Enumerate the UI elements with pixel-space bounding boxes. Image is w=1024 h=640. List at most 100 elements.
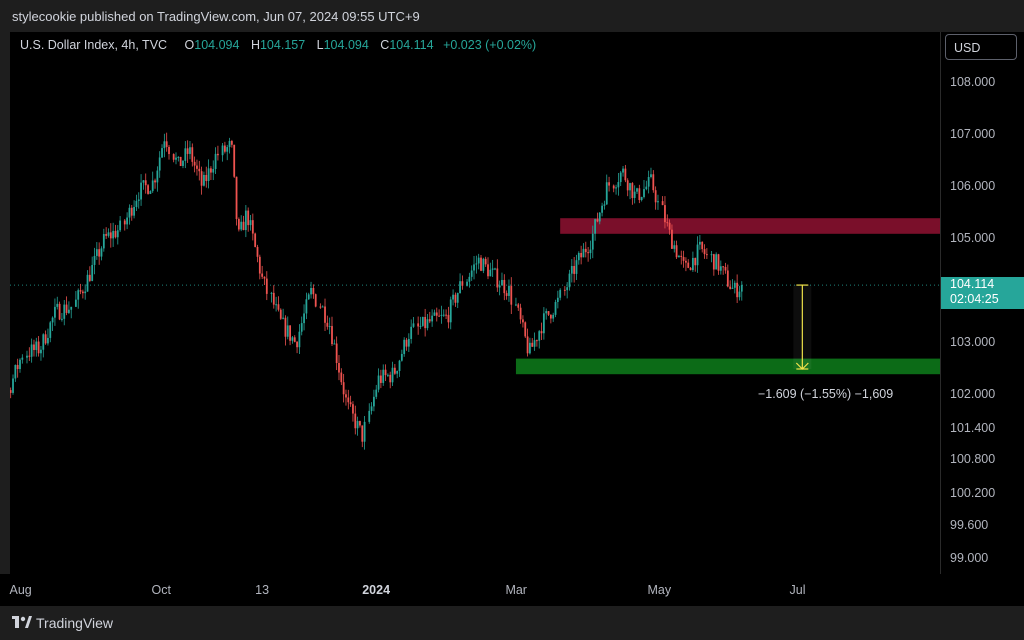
candle-body-197 [456, 293, 459, 303]
candle-body-172 [396, 370, 399, 374]
time-tick-label: 2024 [362, 583, 391, 597]
candle-body-150 [342, 382, 345, 395]
candle-body-201 [468, 276, 471, 282]
candle-body-187 [433, 312, 436, 316]
candle-body-134 [303, 313, 305, 324]
candle-body-100 [221, 145, 224, 156]
candle-body-43 [81, 291, 84, 294]
candle-body-91 [198, 168, 201, 172]
tradingview-brand[interactable]: TradingView [12, 615, 113, 631]
candle-body-296 [698, 241, 701, 245]
candle-body-114 [254, 233, 257, 247]
candle-body-36 [63, 304, 66, 319]
candle-body-96 [210, 168, 212, 173]
candle-body-175 [403, 339, 406, 354]
candle-body-306 [724, 267, 727, 271]
price-tick-label: 99.600 [950, 518, 989, 532]
candle-body-47 [91, 264, 94, 281]
candle-body-49 [95, 249, 98, 256]
candle-body-229 [535, 340, 538, 342]
candle-body-165 [379, 375, 382, 383]
candle-body-261 [615, 187, 617, 189]
price-tick-label: 99.000 [950, 551, 989, 565]
candle-body-181 [419, 325, 422, 327]
candle-body-279 [657, 201, 659, 203]
candle-body-190 [440, 314, 443, 316]
candle-body-83 [179, 156, 182, 166]
candle-body-98 [214, 153, 217, 169]
candle-body-265 [624, 168, 627, 181]
candle-body-184 [426, 319, 429, 329]
candle-body-276 [650, 174, 652, 177]
candle-body-21 [28, 355, 31, 357]
candle-body-283 [668, 222, 671, 230]
candle-body-158 [361, 425, 364, 442]
measure-label: −1.609 (−1.55%) −1,609 [758, 387, 894, 401]
candle-body-44 [84, 291, 87, 294]
price-tick-label: 100.200 [950, 486, 996, 500]
candle-body-293 [691, 257, 694, 271]
candle-body-116 [258, 256, 261, 274]
candle-body-244 [573, 266, 576, 274]
candle-body-68 [142, 180, 145, 183]
candle-body-154 [352, 404, 354, 414]
candle-body-103 [228, 141, 231, 148]
candle-body-131 [296, 341, 298, 348]
candle-body-166 [382, 369, 385, 383]
candle-body-135 [305, 299, 308, 314]
candle-body-208 [484, 258, 487, 265]
candle-body-23 [33, 344, 35, 351]
candle-body-312 [738, 291, 741, 298]
candles-group [10, 132, 743, 450]
candle-body-50 [98, 249, 101, 257]
candle-body-20 [26, 355, 28, 358]
candle-body-207 [482, 258, 485, 271]
candle-body-64 [133, 206, 135, 216]
candle-body-106 [235, 176, 238, 220]
candle-body-60 [123, 220, 126, 225]
candle-body-233 [545, 311, 548, 314]
candle-body-195 [452, 294, 454, 300]
candle-body-93 [203, 174, 205, 186]
candle-body-303 [717, 254, 720, 271]
candle-body-41 [77, 290, 80, 300]
candle-body-113 [251, 220, 254, 234]
candle-body-173 [398, 360, 401, 371]
candle-body-298 [703, 249, 706, 255]
candle-body-157 [359, 421, 361, 426]
candle-body-242 [568, 273, 571, 288]
candle-body-245 [575, 260, 578, 274]
candle-body-95 [207, 168, 210, 182]
price-axis[interactable]: USD 108.000 107.000 106.000 105.000 103.000 1… [940, 32, 1024, 574]
candle-body-55 [109, 232, 112, 239]
candle-body-177 [407, 338, 410, 347]
candle-body-162 [373, 396, 375, 407]
candle-body-138 [312, 287, 315, 295]
candle-body-238 [556, 297, 559, 303]
footer: TradingView [0, 606, 1024, 640]
candle-body-178 [410, 326, 413, 339]
currency-button[interactable]: USD [945, 34, 1017, 60]
candle-body-70 [147, 185, 149, 194]
candle-body-164 [377, 375, 380, 390]
tradingview-logo-icon [12, 616, 32, 628]
price-tick-label: 101.400 [950, 421, 996, 435]
change-value: +0.023 (+0.02%) [443, 38, 537, 52]
candle-body-257 [603, 204, 606, 206]
candle-body-153 [349, 402, 352, 405]
candle-body-180 [417, 323, 420, 327]
candle-body-281 [664, 205, 666, 223]
time-axis[interactable]: Aug Oct 13 2024 Mar May Jul [0, 574, 1024, 606]
candle-body-289 [682, 256, 685, 261]
candle-body-247 [580, 252, 583, 258]
candle-body-148 [338, 362, 340, 373]
candle-body-140 [319, 306, 322, 308]
time-tick-label: May [647, 583, 672, 597]
candle-body-119 [265, 278, 268, 294]
chart-area[interactable]: U.S. Dollar Index, 4h, TVC O104.094 H104… [10, 32, 940, 574]
candle-body-209 [487, 264, 489, 277]
candle-body-285 [673, 245, 676, 249]
candle-body-169 [389, 374, 392, 383]
candlestick-chart[interactable] [10, 32, 940, 574]
candle-body-213 [496, 268, 499, 288]
